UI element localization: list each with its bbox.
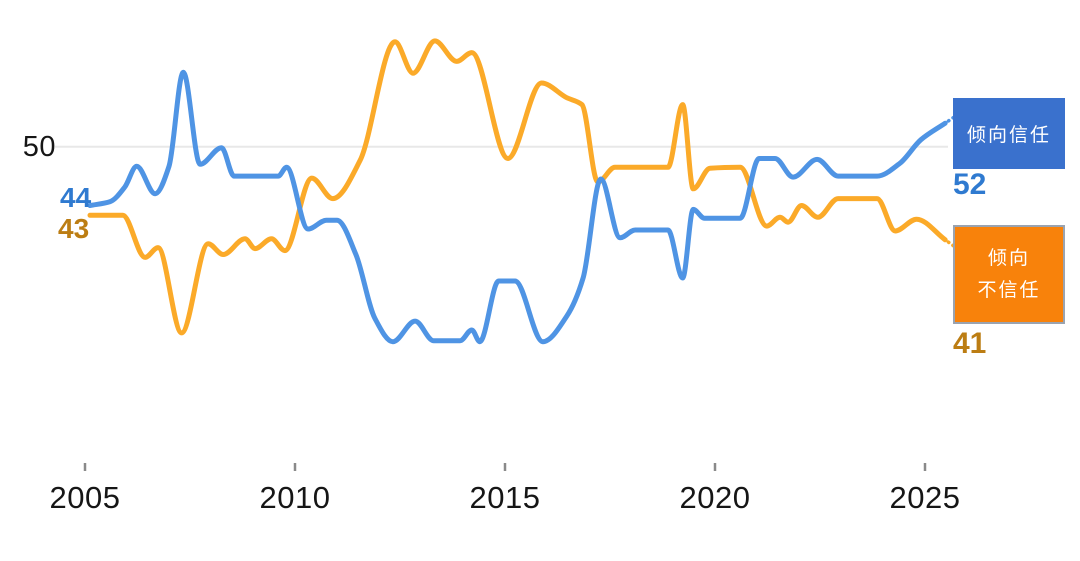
- x-axis-label-2020: 2020: [679, 480, 751, 515]
- distrust-start-value: 43: [58, 213, 90, 244]
- legend-trust-box: 倾向信任: [953, 98, 1065, 169]
- y-axis-gridline-label: 50: [22, 131, 56, 163]
- x-axis-label-2025: 2025: [889, 480, 961, 515]
- x-axis-label-2005: 2005: [49, 480, 121, 515]
- x-axis-label-2015: 2015: [469, 480, 541, 515]
- distrust-end-value: 41: [953, 327, 987, 360]
- x-axis-label-2010: 2010: [259, 480, 331, 515]
- legend-distrust-box: 倾向 不信任: [953, 225, 1065, 324]
- trust-start-value: 44: [60, 182, 92, 213]
- legend-distrust-label-line1: 倾向: [987, 248, 1030, 270]
- trust-end-value: 52: [953, 168, 987, 201]
- legend-distrust-label-line2: 不信任: [977, 279, 1041, 301]
- legend-trust-label: 倾向信任: [966, 125, 1051, 146]
- series-line-distrust: [87, 38, 948, 336]
- series-line-trust: [87, 69, 948, 345]
